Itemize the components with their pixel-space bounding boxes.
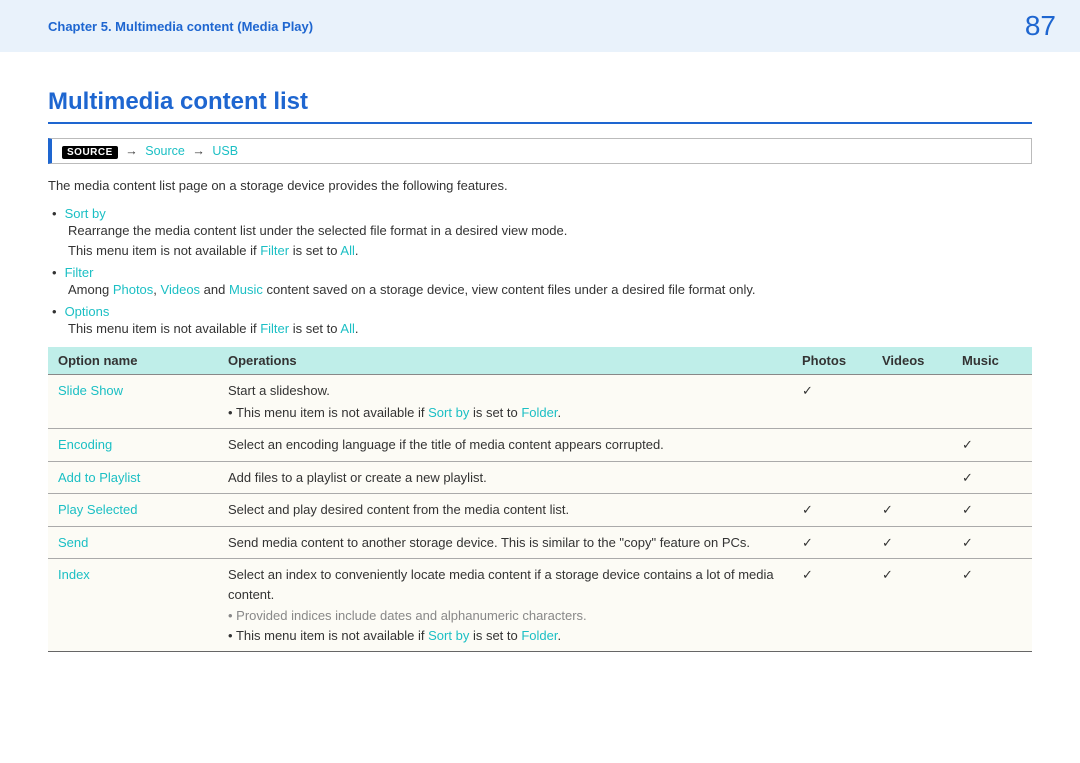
check-music: ✓ <box>952 461 1032 494</box>
features-list: Sort byRearrange the media content list … <box>48 206 1032 340</box>
option-operations: Select an encoding language if the title… <box>218 429 792 462</box>
feature-description: Rearrange the media content list under t… <box>48 221 1032 241</box>
feature-description: This menu item is not available if Filte… <box>48 319 1032 339</box>
arrow-icon: → <box>125 144 138 158</box>
arrow-icon: → <box>192 144 205 158</box>
option-name: Index <box>48 559 218 652</box>
option-operations: Send media content to another storage de… <box>218 526 792 559</box>
check-photos: ✓ <box>792 494 872 527</box>
check-music: ✓ <box>952 559 1032 652</box>
option-operations: Select an index to conveniently locate m… <box>218 559 792 652</box>
feature-label: Sort by <box>48 206 1032 221</box>
breadcrumb-usb: USB <box>212 144 238 158</box>
table-row: Slide ShowStart a slideshow.This menu it… <box>48 375 1032 429</box>
check-videos <box>872 429 952 462</box>
options-table: Option name Operations Photos Videos Mus… <box>48 347 1032 652</box>
feature-description: This menu item is not available if Filte… <box>48 241 1032 261</box>
option-operations: Select and play desired content from the… <box>218 494 792 527</box>
page-content: Multimedia content list SOURCE → Source … <box>0 52 1080 652</box>
table-row: Add to PlaylistAdd files to a playlist o… <box>48 461 1032 494</box>
check-photos <box>792 429 872 462</box>
page-number: 87 <box>1025 10 1056 42</box>
feature-description: Among Photos, Videos and Music content s… <box>48 280 1032 300</box>
col-operations: Operations <box>218 347 792 375</box>
source-badge: SOURCE <box>62 146 118 159</box>
option-name: Send <box>48 526 218 559</box>
check-music: ✓ <box>952 526 1032 559</box>
feature-label: Options <box>48 304 1032 319</box>
check-videos: ✓ <box>872 559 952 652</box>
check-videos: ✓ <box>872 526 952 559</box>
table-row: Play SelectedSelect and play desired con… <box>48 494 1032 527</box>
col-videos: Videos <box>872 347 952 375</box>
check-photos: ✓ <box>792 559 872 652</box>
check-videos: ✓ <box>872 494 952 527</box>
check-photos <box>792 461 872 494</box>
option-operations: Start a slideshow.This menu item is not … <box>218 375 792 429</box>
table-row: EncodingSelect an encoding language if t… <box>48 429 1032 462</box>
feature-label: Filter <box>48 265 1032 280</box>
option-name: Slide Show <box>48 375 218 429</box>
option-name: Play Selected <box>48 494 218 527</box>
table-row: SendSend media content to another storag… <box>48 526 1032 559</box>
check-photos: ✓ <box>792 526 872 559</box>
col-option-name: Option name <box>48 347 218 375</box>
breadcrumb: SOURCE → Source → USB <box>48 138 1032 164</box>
breadcrumb-source: Source <box>145 144 185 158</box>
check-videos <box>872 375 952 429</box>
col-photos: Photos <box>792 347 872 375</box>
chapter-title: Chapter 5. Multimedia content (Media Pla… <box>48 19 313 34</box>
option-operations: Add files to a playlist or create a new … <box>218 461 792 494</box>
intro-text: The media content list page on a storage… <box>48 176 1032 196</box>
col-music: Music <box>952 347 1032 375</box>
table-header-row: Option name Operations Photos Videos Mus… <box>48 347 1032 375</box>
page-header: Chapter 5. Multimedia content (Media Pla… <box>0 0 1080 52</box>
check-music: ✓ <box>952 494 1032 527</box>
page-title: Multimedia content list <box>48 88 1032 124</box>
option-name: Encoding <box>48 429 218 462</box>
table-row: IndexSelect an index to conveniently loc… <box>48 559 1032 652</box>
check-music <box>952 375 1032 429</box>
check-videos <box>872 461 952 494</box>
check-music: ✓ <box>952 429 1032 462</box>
option-name: Add to Playlist <box>48 461 218 494</box>
check-photos: ✓ <box>792 375 872 429</box>
